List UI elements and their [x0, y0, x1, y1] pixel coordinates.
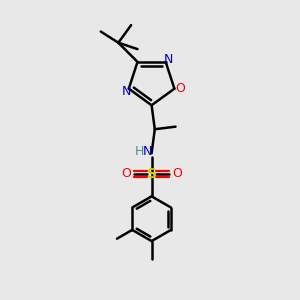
Text: N: N [143, 145, 152, 158]
Text: S: S [147, 167, 157, 181]
Text: O: O [122, 167, 131, 181]
Text: O: O [172, 167, 182, 181]
Text: O: O [175, 82, 185, 95]
Text: N: N [164, 53, 173, 66]
Text: N: N [122, 85, 131, 98]
Text: H: H [135, 145, 144, 158]
